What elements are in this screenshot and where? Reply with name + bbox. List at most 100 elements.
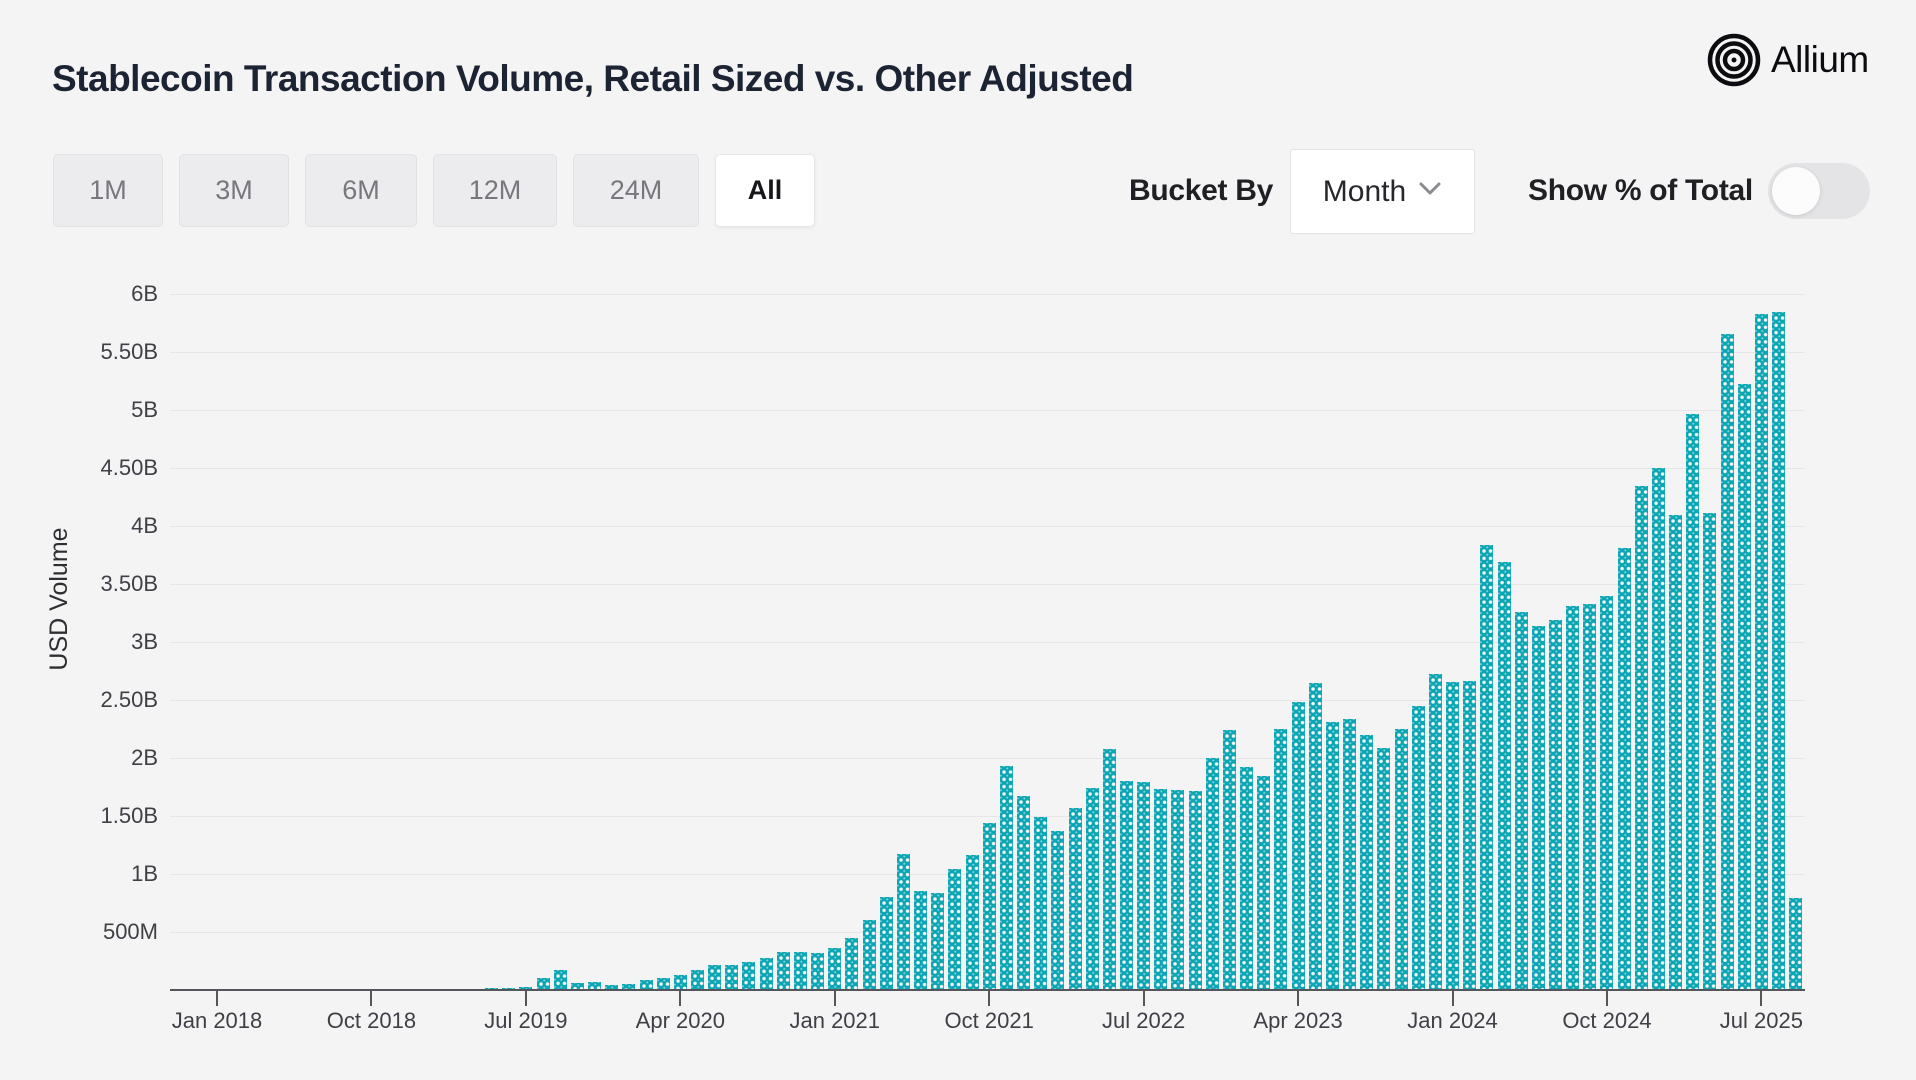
bar-dec-2021[interactable]: [1017, 796, 1031, 990]
bar-may-2020[interactable]: [690, 970, 704, 990]
x-tick-mark: [1297, 991, 1300, 1006]
bar-may-2024[interactable]: [1514, 612, 1528, 990]
bucket-by-label: Bucket By: [1129, 173, 1274, 207]
bar-jan-2021[interactable]: [828, 948, 842, 990]
bar-dec-2023[interactable]: [1428, 673, 1442, 990]
bar-sep-2024[interactable]: [1583, 603, 1597, 990]
bar-jan-2023[interactable]: [1240, 767, 1254, 990]
bar-dec-2020[interactable]: [811, 952, 825, 990]
bar-jul-2022[interactable]: [1137, 781, 1151, 990]
bar-mar-2025[interactable]: [1686, 413, 1700, 990]
bar-nov-2019[interactable]: [588, 981, 602, 990]
bar-sep-2025[interactable]: [1789, 898, 1803, 990]
bar-oct-2021[interactable]: [982, 823, 996, 990]
bar-feb-2024[interactable]: [1463, 681, 1477, 990]
toggle-knob: [1772, 167, 1820, 215]
gridline: [170, 700, 1805, 702]
range-button-12m[interactable]: 12M: [433, 154, 557, 227]
bar-nov-2021[interactable]: [999, 766, 1013, 990]
bar-aug-2019[interactable]: [536, 978, 550, 990]
bar-jul-2023[interactable]: [1343, 718, 1357, 990]
bar-sep-2021[interactable]: [965, 854, 979, 990]
bar-dec-2024[interactable]: [1634, 485, 1648, 990]
bar-jun-2023[interactable]: [1325, 721, 1339, 990]
bar-jun-2021[interactable]: [914, 891, 928, 990]
bar-aug-2021[interactable]: [948, 869, 962, 990]
range-button-3m[interactable]: 3M: [179, 154, 289, 227]
bar-nov-2020[interactable]: [793, 951, 807, 990]
bar-feb-2023[interactable]: [1257, 775, 1271, 990]
bar-oct-2019[interactable]: [570, 982, 584, 990]
bar-feb-2022[interactable]: [1051, 830, 1065, 990]
bar-oct-2020[interactable]: [776, 951, 790, 990]
bar-mar-2020[interactable]: [656, 977, 670, 990]
bar-sep-2020[interactable]: [759, 958, 773, 990]
bar-jun-2022[interactable]: [1119, 781, 1133, 990]
bar-apr-2023[interactable]: [1291, 702, 1305, 990]
bar-sep-2023[interactable]: [1377, 747, 1391, 990]
x-tick-mark: [679, 991, 682, 1006]
bar-apr-2024[interactable]: [1497, 562, 1511, 990]
y-tick-label: 2.50B: [100, 687, 159, 713]
x-tick-mark: [1451, 991, 1454, 1006]
bar-mar-2021[interactable]: [862, 920, 876, 990]
bar-may-2021[interactable]: [896, 854, 910, 990]
bar-jun-2024[interactable]: [1531, 625, 1545, 990]
bar-apr-2021[interactable]: [879, 897, 893, 990]
bar-nov-2022[interactable]: [1205, 757, 1219, 990]
bar-dec-2022[interactable]: [1222, 730, 1236, 990]
bar-aug-2025[interactable]: [1772, 311, 1786, 990]
bar-jul-2019[interactable]: [519, 986, 533, 990]
bar-may-2025[interactable]: [1720, 333, 1734, 990]
bar-jun-2025[interactable]: [1737, 383, 1751, 990]
bar-nov-2023[interactable]: [1411, 705, 1425, 990]
bar-may-2022[interactable]: [1102, 748, 1116, 990]
bar-oct-2024[interactable]: [1600, 595, 1614, 990]
bar-mar-2022[interactable]: [1068, 807, 1082, 990]
x-tick-mark: [1142, 991, 1145, 1006]
bar-jan-2025[interactable]: [1651, 468, 1665, 990]
bar-apr-2025[interactable]: [1703, 513, 1717, 990]
bar-jan-2024[interactable]: [1446, 681, 1460, 990]
range-button-6m[interactable]: 6M: [305, 154, 417, 227]
range-button-1m[interactable]: 1M: [53, 154, 163, 227]
bar-apr-2020[interactable]: [673, 974, 687, 990]
bar-jul-2020[interactable]: [725, 965, 739, 990]
y-tick-label: 3.50B: [100, 571, 159, 597]
bar-aug-2024[interactable]: [1566, 606, 1580, 990]
bar-dec-2019[interactable]: [605, 984, 619, 990]
bar-jul-2025[interactable]: [1754, 314, 1768, 990]
bar-sep-2022[interactable]: [1171, 790, 1185, 990]
x-tick-label: Jul 2025: [1719, 1008, 1803, 1033]
bar-jun-2019[interactable]: [502, 987, 516, 990]
show-percent-toggle[interactable]: [1768, 163, 1870, 219]
bar-jul-2021[interactable]: [931, 892, 945, 990]
bar-oct-2022[interactable]: [1188, 790, 1202, 990]
bar-oct-2023[interactable]: [1394, 729, 1408, 990]
bar-feb-2021[interactable]: [845, 937, 859, 990]
bar-jan-2022[interactable]: [1034, 817, 1048, 990]
range-button-24m[interactable]: 24M: [573, 154, 699, 227]
bar-feb-2025[interactable]: [1669, 514, 1683, 990]
gridline: [170, 758, 1805, 760]
bar-jan-2020[interactable]: [622, 983, 636, 990]
bar-sep-2019[interactable]: [553, 970, 567, 990]
range-button-all[interactable]: All: [715, 154, 815, 227]
bar-jun-2020[interactable]: [708, 965, 722, 990]
bar-mar-2023[interactable]: [1274, 729, 1288, 990]
x-tick-label: Jul 2022: [1102, 1008, 1186, 1033]
bar-aug-2022[interactable]: [1154, 789, 1168, 990]
bar-jul-2024[interactable]: [1548, 620, 1562, 990]
bar-nov-2024[interactable]: [1617, 548, 1631, 990]
y-tick-label: 1.50B: [100, 803, 159, 829]
bar-feb-2020[interactable]: [639, 980, 653, 990]
bar-apr-2022[interactable]: [1085, 788, 1099, 990]
bucket-by-select[interactable]: Month: [1290, 149, 1475, 234]
x-tick-mark: [370, 991, 373, 1006]
x-tick-label: Oct 2021: [944, 1008, 1034, 1033]
bar-aug-2023[interactable]: [1360, 734, 1374, 990]
bar-may-2023[interactable]: [1308, 682, 1322, 990]
bar-aug-2020[interactable]: [742, 961, 756, 990]
bar-mar-2024[interactable]: [1480, 544, 1494, 990]
